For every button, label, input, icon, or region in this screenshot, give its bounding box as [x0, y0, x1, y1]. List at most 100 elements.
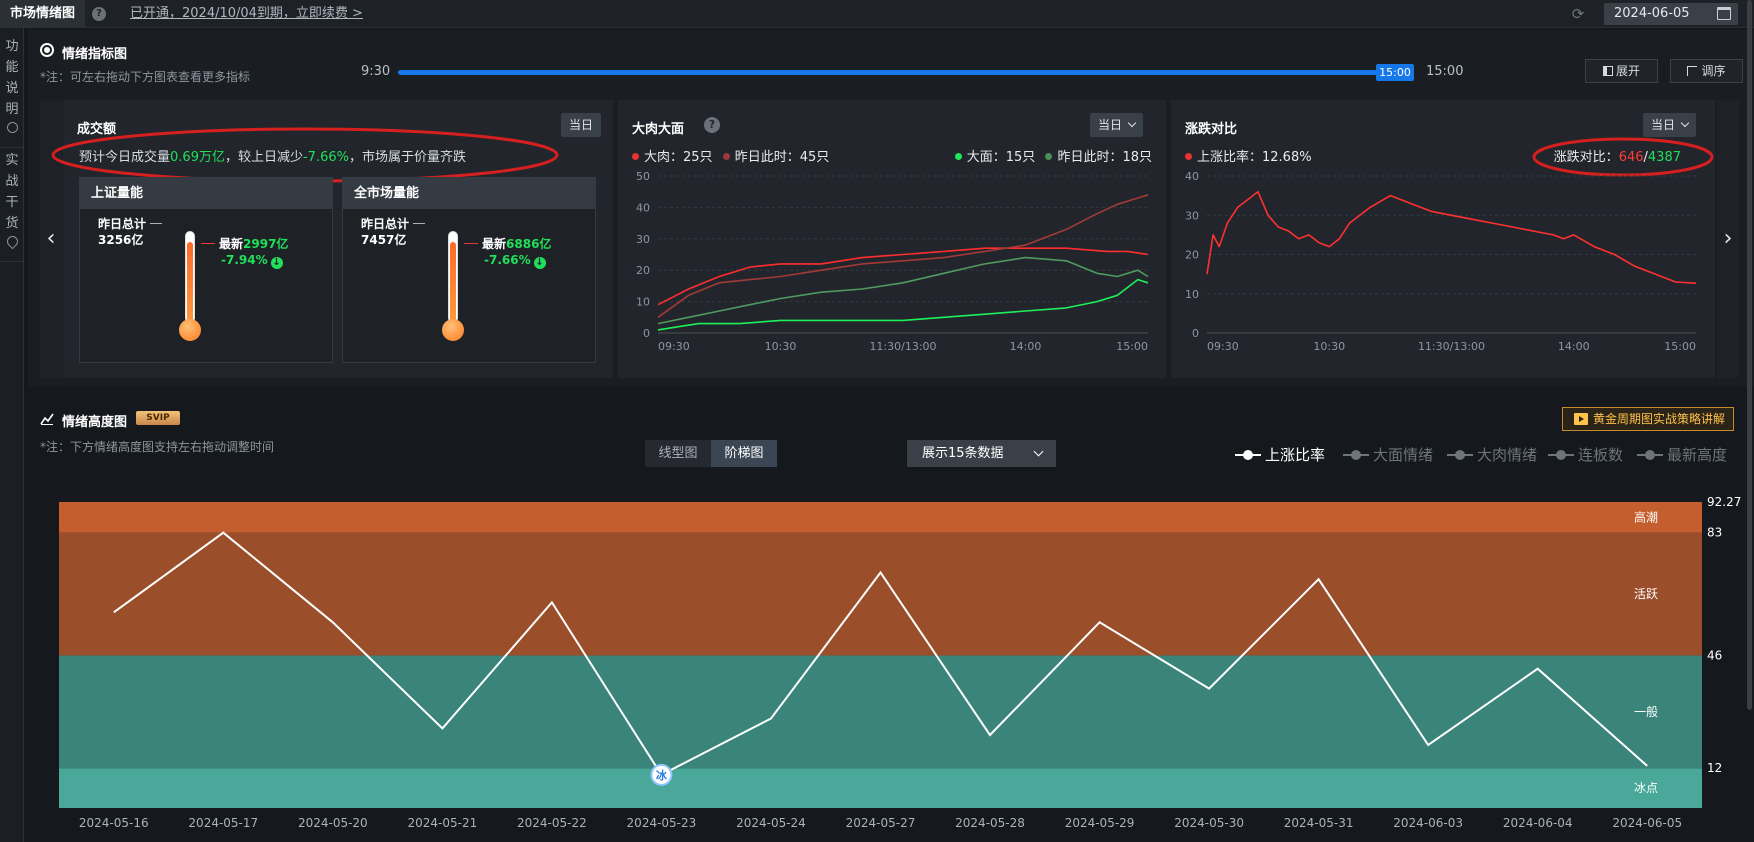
strategy-video-button[interactable]: 黄金周期图实战策略讲解 [1562, 407, 1734, 431]
sh-thermometer [179, 231, 201, 341]
renew-link[interactable]: 已开通，2024/10/04到期，立即续费 > [130, 6, 363, 21]
rail-char: 货 [5, 216, 19, 231]
volume-period-button[interactable]: 当日 [561, 113, 602, 137]
sh-latest-change: -7.94% ↓ [221, 253, 283, 269]
x-tick-label: 2024-05-29 [1065, 816, 1135, 830]
all-latest-label: 最新 [482, 237, 507, 251]
all-latest: 最新6886亿 [464, 237, 551, 252]
x-tick-label: 15:00 [1116, 340, 1148, 353]
time-slider-end: 15:00 [1426, 64, 1464, 79]
calendar-icon[interactable] [1717, 7, 1731, 20]
legend-big-up-mood[interactable]: 大肉情绪 [1447, 444, 1537, 465]
help-icon[interactable]: ? [92, 7, 106, 21]
expand-label: 展开 [1615, 64, 1640, 78]
rail-char: 能 [5, 60, 19, 75]
legend-label: 大面情绪 [1373, 446, 1434, 464]
chevron-down-icon [1127, 118, 1137, 128]
y-tick-label: 0 [643, 327, 650, 340]
indicator-section-title: 情绪指标图 [62, 47, 128, 62]
reorder-button[interactable]: 调序 [1670, 59, 1743, 83]
down-arrow-icon: ↓ [270, 257, 283, 269]
height-step-chart[interactable]: 冰点 一般 活跃 高潮 12 46 83 92.27 2024-05-16 2024-05-17 2… [0, 490, 1754, 842]
height-section-title: 情绪高度图 [62, 415, 128, 430]
time-slider-start: 9:30 [361, 64, 391, 79]
reorder-label: 调序 [1701, 64, 1726, 78]
rail-feature-guide[interactable]: 功 能 说 明 [0, 36, 24, 148]
location-icon [4, 233, 20, 250]
date-picker[interactable]: 2024-06-05 [1604, 3, 1738, 25]
thermometer-fill [450, 242, 456, 323]
x-tick-label: 14:00 [1558, 340, 1590, 353]
legend-label: 大肉情绪 [1477, 446, 1538, 464]
sh-latest-change-text: -7.94% [221, 253, 268, 267]
rail-char: 说 [5, 81, 19, 96]
series-count-select[interactable]: 展示15条数据 [907, 440, 1056, 467]
x-tick-label: 09:30 [1207, 340, 1239, 353]
app-title: 市场情绪图 [0, 0, 86, 28]
series-line-大肉 [657, 247, 1149, 306]
legend-dot [1045, 153, 1053, 160]
y-tick-label: 30 [1185, 209, 1199, 222]
legend-big-down-mood[interactable]: 大面情绪 [1343, 444, 1433, 465]
legend-latest-height[interactable]: 最新高度 [1637, 444, 1727, 465]
limit-help-icon[interactable]: ? [704, 117, 720, 133]
x-tick-label: 10:30 [765, 340, 797, 353]
x-tick-label: 2024-05-31 [1284, 816, 1354, 830]
volume-card: 成交额 当日 预计今日成交量0.69万亿，较上日减少-7.66%，市场属于价量齐… [51, 100, 613, 378]
step-chart-toggle[interactable]: 阶梯图 [711, 440, 777, 467]
limit-line-chart[interactable]: 0 10 20 30 40 50 09:30 10:30 11:30/13:00 14:00 15:… [618, 168, 1166, 378]
vertical-scrollbar[interactable] [1747, 0, 1752, 710]
x-tick-label: 2024-05-24 [736, 816, 806, 830]
y-tick-label: 50 [636, 170, 650, 183]
compare-highlight-ellipse [1532, 137, 1714, 177]
series-line-昨日此时 [657, 256, 1149, 325]
time-slider-handle[interactable]: 15:00 [1376, 64, 1414, 81]
legend-label: 最新高度 [1667, 446, 1728, 464]
summary-value: 0.69万亿 [170, 150, 225, 165]
ice-marker-icon [650, 763, 673, 786]
x-tick-label: 2024-05-22 [517, 816, 587, 830]
limit-card-title: 大肉大面 [632, 122, 685, 137]
series-line-上涨比率 [1206, 190, 1697, 284]
legend-marker [1447, 450, 1473, 460]
limit-legend-left: 大肉：25只 昨日此时：45只 [632, 146, 829, 165]
series-count-label: 展示15条数据 [922, 446, 1004, 461]
expand-button[interactable]: 展开 [1585, 59, 1658, 83]
legend-marker [1343, 450, 1369, 460]
sh-volume-head: 上证量能 [80, 178, 332, 209]
chevron-down-icon [1680, 118, 1690, 128]
legend-rise-ratio[interactable]: 上涨比率 [1235, 444, 1325, 465]
time-slider-track[interactable] [398, 70, 1414, 75]
expand-icon [1602, 66, 1613, 76]
x-tick-label: 2024-06-04 [1503, 816, 1573, 830]
band-冰点 [59, 768, 1702, 808]
chevron-down-icon [1033, 446, 1044, 457]
dash [413, 223, 426, 224]
band-一般 [59, 655, 1702, 769]
y-tick-label: 20 [636, 264, 650, 277]
ratio-period-select[interactable]: 当日 [1643, 113, 1697, 137]
sh-yesterday-text: 昨日总计 [98, 217, 147, 231]
limit-period-select[interactable]: 当日 [1090, 113, 1144, 137]
nav-prev-button[interactable]: ‹ [40, 100, 62, 378]
legend-dot [1185, 153, 1192, 160]
all-volume-head: 全市场量能 [343, 178, 595, 209]
summary-mid: ，较上日减少 [224, 150, 303, 165]
series-line-昨日此时 [657, 194, 1149, 318]
x-tick-label: 2024-05-21 [407, 816, 477, 830]
line-chart-toggle[interactable]: 线型图 [645, 440, 711, 467]
ratio-line-chart[interactable]: 0 10 20 30 40 09:30 10:30 11:30/13:00 14:00 15:00 [1171, 168, 1715, 378]
date-value: 2024-06-05 [1614, 6, 1690, 21]
down-arrow-icon: ↓ [533, 257, 546, 269]
refresh-icon[interactable]: ⟳ [1571, 5, 1585, 23]
legend-label: 上涨比率 [1265, 446, 1326, 464]
x-tick-label: 15:00 [1664, 340, 1696, 353]
series-line-大面 [657, 278, 1149, 331]
limit-period-label: 当日 [1098, 118, 1123, 132]
ratio-card-title: 涨跌对比 [1185, 122, 1238, 137]
rail-practical-tips[interactable]: 实 战 干 货 [0, 150, 24, 262]
legend-big-up-yesterday: 昨日此时：45只 [734, 150, 830, 165]
nav-next-button[interactable]: › [1717, 100, 1739, 378]
rail-char: 明 [5, 102, 19, 117]
legend-board-count[interactable]: 连板数 [1548, 444, 1623, 465]
